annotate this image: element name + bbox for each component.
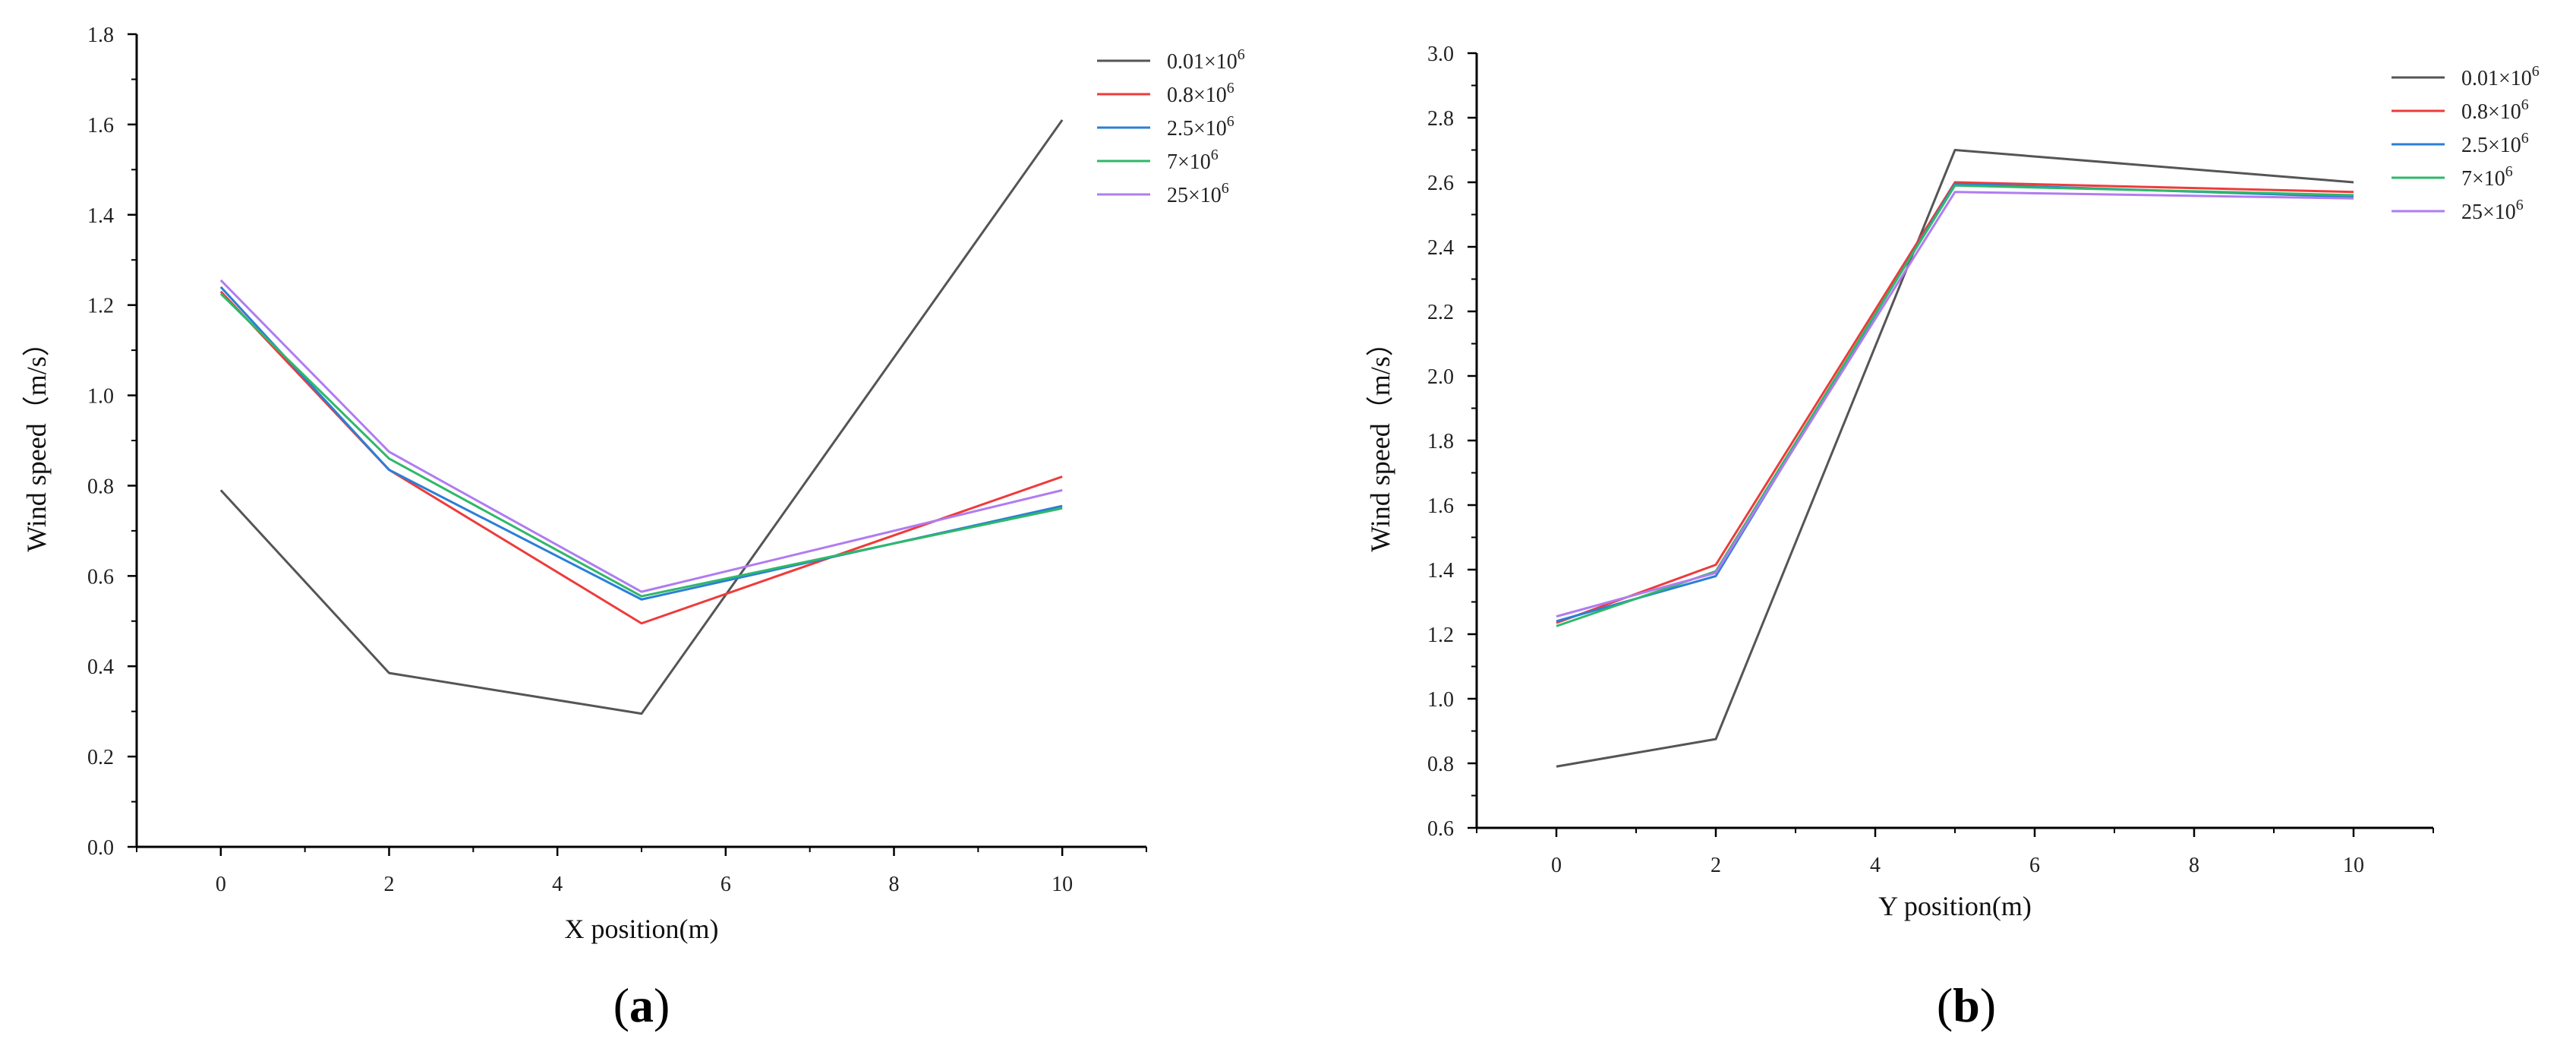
- legend-label: 0.01×106: [1167, 46, 1245, 74]
- y-tick-label: 1.6: [1427, 494, 1454, 518]
- series-line-2_5: [219, 286, 1063, 601]
- series-line-0_01: [219, 119, 1064, 715]
- y-tick-label: 2.4: [1427, 236, 1454, 260]
- series-line-0_8: [219, 290, 1063, 625]
- x-tick-label: 4: [552, 873, 563, 896]
- y-tick-label: 2.6: [1427, 172, 1454, 195]
- y-tick-label: 0.4: [87, 655, 114, 679]
- y-axis-title: Wind speed（m/s）: [1365, 329, 1395, 552]
- y-tick-label: 0.2: [87, 746, 114, 769]
- x-tick-label: 2: [1711, 854, 1721, 877]
- legend-label: 7×106: [1167, 147, 1219, 174]
- series-line-25: [1556, 191, 2354, 618]
- y-tick-label: 1.6: [87, 114, 114, 137]
- panel-label: (b): [1937, 978, 1996, 1032]
- chart-panel-b: 0.6 0.8 1.0 1.2 1.4 1.6 1.8 2.0 2.2 2.4 2.6 2.8 3.0 0…: [1365, 43, 2540, 1032]
- y-tick-label: 3.0: [1427, 43, 1454, 66]
- y-tick-label: 1.0: [1427, 688, 1454, 712]
- x-tick-label: 10: [2343, 854, 2364, 877]
- y-tick-label: 0.6: [1427, 817, 1454, 841]
- y-tick-label: 0.8: [87, 475, 114, 498]
- x-tick-label: 10: [1052, 873, 1073, 896]
- x-tick-label: 2: [384, 873, 395, 896]
- legend-label: 0.01×106: [2461, 63, 2540, 90]
- y-axis-title: Wind speed（m/s）: [21, 329, 52, 552]
- y-tick-label: 1.8: [87, 24, 114, 47]
- series-line-0_01: [1556, 149, 2354, 768]
- legend-label: 2.5×106: [2461, 130, 2529, 157]
- x-axis-title: Y position(m): [1878, 891, 2032, 921]
- legend-label: 0.8×106: [2461, 96, 2529, 124]
- x-tick-label: 0: [1551, 854, 1562, 877]
- y-tick-label: 1.2: [87, 295, 114, 318]
- x-tick-label: 6: [720, 873, 731, 896]
- x-tick-label: 6: [2029, 854, 2040, 877]
- x-tick-label: 8: [889, 873, 900, 896]
- y-tick-label: 0.6: [87, 565, 114, 589]
- y-tick-label: 1.0: [87, 385, 114, 409]
- series-line-25: [219, 279, 1063, 593]
- x-tick-label: 4: [1870, 854, 1881, 877]
- y-tick-label: 1.2: [1427, 624, 1454, 647]
- chart-panel-a: 0.0 0.2 0.4 0.6 0.8 1.0 1.2 1.4 1.6 1.8 0 2 4 6 8 10 X p…: [21, 24, 1245, 1032]
- series-line-7: [219, 292, 1063, 598]
- legend-label: 7×106: [2461, 163, 2513, 191]
- y-tick-label: 1.8: [1427, 430, 1454, 453]
- y-tick-label: 1.4: [87, 204, 114, 228]
- x-tick-label: 8: [2189, 854, 2199, 877]
- x-tick-label: 0: [216, 873, 226, 896]
- legend-label: 25×106: [1167, 180, 1229, 207]
- legend-label: 2.5×106: [1167, 113, 1234, 141]
- y-tick-label: 2.0: [1427, 365, 1454, 389]
- series-line-0_8: [1556, 181, 2354, 624]
- legend-label: 25×106: [2461, 197, 2524, 224]
- y-tick-label: 0.0: [87, 836, 114, 860]
- series-line-7: [1556, 184, 2354, 627]
- y-tick-label: 1.4: [1427, 559, 1454, 583]
- x-axis-title: X position(m): [565, 914, 719, 944]
- panel-label: (a): [613, 978, 670, 1032]
- y-tick-label: 2.2: [1427, 301, 1454, 324]
- y-tick-label: 0.8: [1427, 753, 1454, 776]
- series-line-2_5: [1556, 182, 2354, 623]
- legend-label: 0.8×106: [1167, 80, 1234, 107]
- y-tick-label: 2.8: [1427, 107, 1454, 131]
